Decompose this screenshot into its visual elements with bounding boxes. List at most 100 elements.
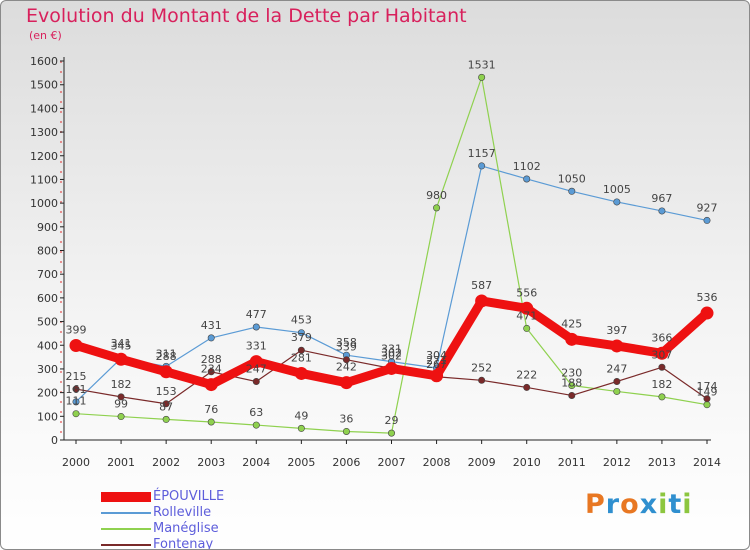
y-tick-label: 0 [51,434,58,447]
legend-swatch-epouville [101,492,151,502]
legend-swatch-fontenay [101,544,151,546]
data-label-rolleville: 431 [201,319,222,332]
data-point-rolleville [72,398,80,406]
data-point-pouville [700,306,714,320]
data-label-fontenay: 302 [381,349,402,362]
data-label-rolleville: 1102 [513,160,541,173]
data-point-fontenay [342,356,350,364]
data-label-rolleville: 345 [111,339,132,352]
data-point-manglise [387,429,395,437]
data-label-manglise: 111 [66,395,87,408]
data-point-pouville [339,376,353,390]
x-tick-label: 2001 [107,456,135,469]
data-point-fontenay [568,391,576,399]
x-tick-label: 2013 [648,456,676,469]
data-point-pouville [69,338,83,352]
y-tick-label: 900 [37,221,58,234]
data-point-pouville [249,355,263,369]
logo-letter: r [605,489,621,520]
data-point-pouville [385,361,398,375]
data-label-manglise: 29 [385,414,399,427]
data-label-rolleville: 304 [426,349,447,362]
data-label-rolleville: 311 [156,347,177,360]
x-tick-label: 2007 [378,456,406,469]
data-point-manglise [613,387,621,395]
proxiti-logo: Proxiti [585,489,693,520]
data-point-manglise [568,382,576,390]
data-label-manglise: 980 [426,189,447,202]
data-point-manglise [297,424,305,432]
data-label-pouville: 302 [381,346,402,359]
data-point-manglise [523,324,531,332]
data-point-manglise [658,393,666,401]
data-point-fontenay [252,377,260,385]
data-label-pouville: 341 [111,337,132,350]
data-label-manglise: 87 [159,400,173,413]
y-tick-label: 100 [37,410,58,423]
data-point-rolleville [658,207,666,215]
data-label-pouville: 366 [651,331,672,344]
data-point-pouville [159,365,173,379]
data-point-pouville [610,339,624,353]
y-tick-label: 1300 [30,126,58,139]
data-point-fontenay [162,400,170,408]
data-label-pouville: 425 [561,317,582,330]
data-label-rolleville: 331 [381,343,402,356]
data-label-fontenay: 247 [606,362,627,375]
legend-swatch-maneglise [101,528,151,530]
y-tick-label: 1000 [30,197,58,210]
data-label-fontenay: 288 [201,353,222,366]
data-label-pouville: 281 [291,351,312,364]
series-line-manglise [75,76,708,434]
data-label-fontenay: 267 [426,358,447,371]
data-label-fontenay: 153 [156,385,177,398]
y-tick-label: 300 [37,363,58,376]
data-point-fontenay [72,385,80,393]
data-point-fontenay [658,363,666,371]
data-point-pouville [565,332,579,346]
chart-subtitle: (en €) [29,29,62,42]
data-point-rolleville [207,334,215,342]
data-label-rolleville: 453 [291,314,312,327]
x-tick-label: 2000 [62,456,90,469]
data-label-pouville: 587 [471,279,492,292]
y-tick-label: 1600 [30,55,58,68]
data-label-pouville: 397 [606,324,627,337]
data-label-rolleville: 1005 [603,183,631,196]
x-tick-label: 2010 [513,456,541,469]
data-label-manglise: 36 [339,412,353,425]
data-point-manglise [162,415,170,423]
y-tick-label: 600 [37,292,58,305]
data-point-manglise [433,204,441,212]
data-point-fontenay [478,376,486,384]
data-label-manglise: 471 [516,309,537,322]
x-tick-label: 2005 [287,456,315,469]
data-label-fontenay: 174 [697,380,718,393]
y-tick-label: 500 [37,316,58,329]
data-point-pouville [430,369,444,383]
y-tick-label: 1200 [30,150,58,163]
data-label-fontenay: 215 [66,370,87,383]
data-label-fontenay: 339 [336,341,357,354]
data-point-fontenay [117,393,125,401]
data-label-rolleville: 927 [697,201,718,214]
data-point-fontenay [297,346,305,354]
data-label-pouville: 331 [246,340,267,353]
y-tick-label: 1400 [30,102,58,115]
data-point-fontenay [613,377,621,385]
data-point-fontenay [703,395,711,403]
y-tick-label: 1100 [30,173,58,186]
data-label-pouville: 288 [156,350,177,363]
legend-label-maneglise: Manéglise [153,521,219,536]
y-tick-label: 1500 [30,79,58,92]
data-label-manglise: 63 [249,406,263,419]
data-label-pouville: 242 [336,361,357,374]
data-point-manglise [478,73,486,81]
x-tick-label: 2011 [558,456,586,469]
y-tick-label: 800 [37,245,58,258]
logo-letter: o [620,489,640,520]
data-label-fontenay: 307 [651,348,672,361]
data-label-manglise: 49 [294,409,308,422]
